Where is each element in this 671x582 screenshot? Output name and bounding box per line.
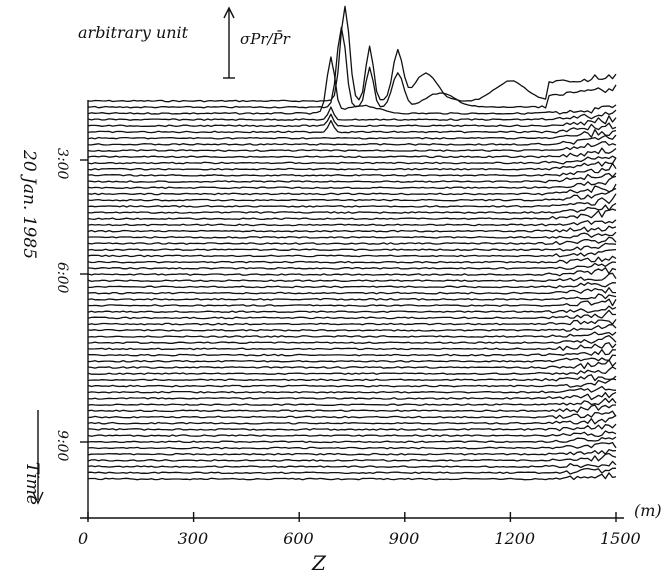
trace-line — [87, 452, 617, 462]
trace-line — [87, 106, 617, 121]
trace-line — [87, 359, 617, 370]
trace-line — [87, 157, 617, 171]
trace-line — [87, 261, 617, 270]
trace-line — [87, 441, 617, 450]
trace-line — [87, 236, 617, 246]
scale-bar-quantity: σPr/P̄r — [240, 30, 291, 48]
trace-line — [87, 202, 617, 214]
trace-group — [87, 5, 617, 481]
trace-line — [87, 219, 617, 227]
trace-line — [88, 134, 617, 146]
trace-line — [87, 193, 617, 208]
x-tick-label: 900 — [389, 529, 420, 548]
trace-line — [87, 430, 617, 438]
trace-line — [88, 348, 617, 357]
trace-line — [87, 56, 617, 115]
trace-line — [87, 287, 617, 295]
trace-line — [87, 305, 617, 314]
trace-line — [87, 225, 617, 233]
trace-line — [87, 147, 617, 159]
trace-line — [87, 267, 617, 277]
trace-line — [87, 391, 617, 401]
time-arrow — [32, 410, 44, 505]
trace-line — [87, 26, 617, 109]
trace-line — [87, 293, 617, 301]
trace-line — [87, 374, 617, 382]
x-tick-label: 0 — [78, 529, 88, 548]
trace-line — [87, 119, 617, 134]
trace-line — [87, 183, 617, 196]
trace-line — [87, 5, 617, 103]
trace-line — [87, 404, 617, 413]
trace-line — [87, 467, 616, 475]
trace-line — [87, 255, 617, 264]
trace-line — [87, 334, 617, 345]
trace-line — [87, 113, 617, 128]
trace-line — [87, 366, 617, 376]
trace-line — [87, 414, 617, 425]
trace-line — [87, 187, 617, 202]
trace-line — [87, 172, 617, 184]
trace-line — [87, 242, 617, 252]
trace-line — [87, 460, 617, 469]
trace-line — [87, 319, 617, 326]
time-tick-label: 9:00 — [54, 430, 70, 462]
trace-line — [87, 354, 617, 363]
time-tick-label: 6:00 — [54, 262, 70, 294]
trace-line — [87, 397, 617, 406]
x-axis-label: Z — [311, 551, 327, 575]
trace-line — [87, 208, 617, 221]
date-label: 20 Jan. 1985 — [19, 149, 39, 259]
trace-line — [87, 128, 617, 140]
trace-line — [87, 448, 617, 456]
trace-line — [87, 423, 617, 432]
x-tick-label: 1200 — [494, 529, 535, 548]
time-label: Time — [22, 462, 42, 505]
trace-line — [87, 231, 617, 239]
trace-line — [88, 281, 617, 289]
x-tick-label: 600 — [283, 529, 314, 548]
trace-line — [87, 141, 617, 152]
trace-line — [87, 378, 617, 388]
x-tick-group: 0 300 600 900 1200 1500 — [78, 512, 641, 548]
scale-bar — [223, 6, 235, 79]
x-tick-label: 1500 — [600, 529, 641, 548]
trace-line — [87, 410, 617, 419]
scale-bar-label: arbitrary unit — [78, 23, 189, 42]
trace-line — [87, 331, 617, 338]
x-tick-label: 300 — [178, 529, 209, 548]
time-tick-labels: 3:00 6:00 9:00 — [54, 148, 88, 462]
trace-line — [87, 298, 617, 307]
trace-line — [87, 324, 617, 332]
trace-line — [87, 436, 617, 444]
trace-line — [87, 248, 617, 258]
trace-line — [87, 162, 617, 177]
trace-line — [87, 155, 617, 165]
trace-line — [87, 272, 617, 283]
trace-line — [87, 175, 617, 190]
x-unit-label: (m) — [634, 501, 662, 520]
trace-line — [87, 342, 617, 351]
trace-line — [87, 472, 617, 481]
trace-line — [87, 385, 617, 394]
time-tick-label: 3:00 — [54, 148, 70, 180]
trace-line — [87, 309, 616, 320]
